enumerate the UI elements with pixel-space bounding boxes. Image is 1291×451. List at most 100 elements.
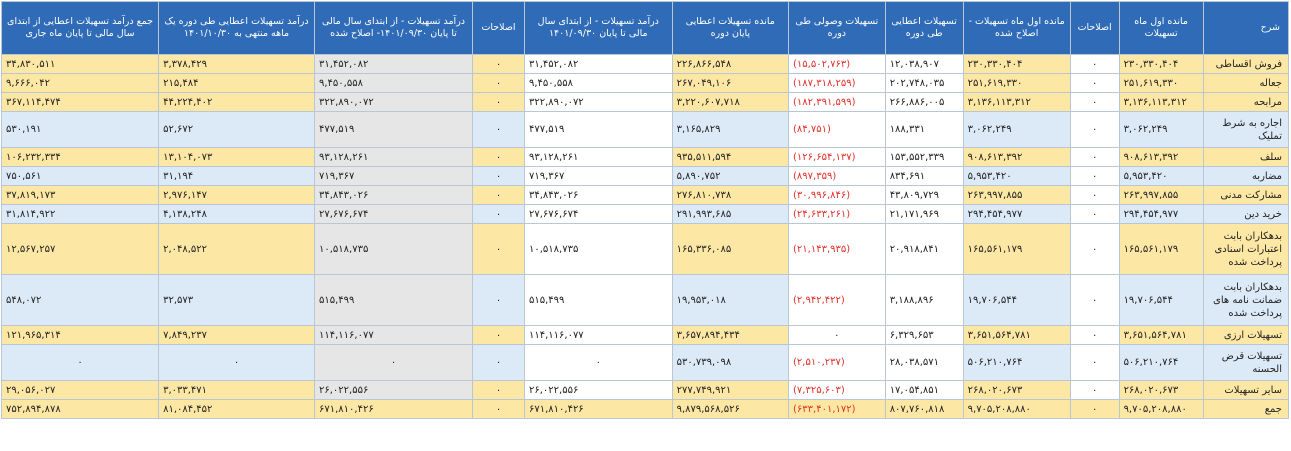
cell-income-ytd-adjusted: ۳۴,۸۴۳,۰۲۶	[313, 185, 474, 205]
table-row: مشارکت مدنی ۲۶۳,۹۹۷,۸۵۵ ۰ ۲۶۳,۹۹۷,۸۵۵ ۴۳,۸۰۹…	[0, 185, 1290, 205]
cell-income-total: ۵۴۸,۰۷۲	[0, 274, 160, 326]
cell-opening-balance: ۹۰۸,۶۱۳,۳۹۲	[1118, 147, 1204, 167]
cell-opening-balance-adjusted: ۵۰۶,۲۱۰,۷۶۴	[962, 344, 1071, 381]
cell-opening-balance-adjusted: ۳,۰۶۲,۲۴۹	[962, 111, 1071, 148]
cell-income-ytd: ۰	[523, 344, 673, 381]
cell-opening-balance: ۵۰۶,۲۱۰,۷۶۴	[1118, 344, 1204, 381]
table-row: تسهیلات قرض الحسنه ۵۰۶,۲۱۰,۷۶۴ ۰ ۵۰۶,۲۱۰,۷۶…	[0, 344, 1290, 381]
cell-collected-during-period: ۰	[788, 325, 886, 345]
cell-income-ytd-adjusted: ۴۷۷,۵۱۹	[313, 111, 474, 148]
cell-income-ytd-adjusted: ۰	[313, 344, 474, 381]
cell-income-adjustments: ۰	[472, 380, 525, 400]
cell-income-total: ۲۹,۰۵۶,۰۲۷	[0, 380, 160, 400]
header-opening-balance: مانده اول ماه تسهیلات	[1118, 1, 1204, 55]
header-row: شرح مانده اول ماه تسهیلات اصلاحات مانده …	[0, 1, 1290, 55]
cell-granted-during-period: ۲۱,۱۷۱,۹۶۹	[884, 204, 964, 224]
cell-opening-balance-adjusted: ۵,۹۵۳,۴۲۰	[962, 166, 1071, 186]
header-income-month: درآمد تسهیلات اعطایی طی دوره یک ماهه منت…	[158, 1, 315, 55]
cell-granted-during-period: ۶,۳۲۹,۶۵۳	[884, 325, 964, 345]
row-description: تسهیلات ارزی	[1202, 325, 1290, 345]
cell-adjustments: ۰	[1069, 147, 1120, 167]
cell-opening-balance-adjusted: ۱۹,۷۰۶,۵۴۴	[962, 274, 1071, 326]
cell-income-total: ۳۶۷,۱۱۴,۴۷۴	[0, 92, 160, 112]
cell-opening-balance: ۱۶۵,۵۶۱,۱۷۹	[1118, 223, 1204, 275]
row-description: فروش اقساطی	[1202, 54, 1290, 74]
cell-income-month: ۳۲,۵۷۳	[158, 274, 315, 326]
cell-granted-during-period: ۱۲,۰۳۸,۹۰۷	[884, 54, 964, 74]
cell-closing-balance: ۹۳۵,۵۱۱,۵۹۴	[671, 147, 790, 167]
row-description: مضاربه	[1202, 166, 1290, 186]
cell-closing-balance: ۲۹۱,۹۹۳,۶۸۵	[671, 204, 790, 224]
cell-income-total: ۷۵۰,۵۶۱	[0, 166, 160, 186]
cell-income-adjustments: ۰	[472, 325, 525, 345]
cell-income-adjustments: ۰	[472, 73, 525, 93]
cell-income-ytd: ۷۱۹,۳۶۷	[523, 166, 673, 186]
cell-income-ytd-adjusted: ۲۷,۶۷۶,۶۷۴	[313, 204, 474, 224]
cell-granted-during-period: ۴۳,۸۰۹,۷۲۹	[884, 185, 964, 205]
cell-closing-balance: ۱۶۵,۳۳۶,۰۸۵	[671, 223, 790, 275]
cell-income-ytd-adjusted: ۳۱,۴۵۲,۰۸۲	[313, 54, 474, 74]
table-row: جعاله ۲۵۱,۶۱۹,۳۳۰ ۰ ۲۵۱,۶۱۹,۳۳۰ ۲۰۲,۷۴۸,۰۳۵(…	[0, 73, 1290, 93]
table-row: بدهکاران بابت ضمانت نامه های پرداخت شده ۱…	[0, 274, 1290, 326]
cell-opening-balance-adjusted: ۱۶۵,۵۶۱,۱۷۹	[962, 223, 1071, 275]
loans-table: شرح مانده اول ماه تسهیلات اصلاحات مانده …	[0, 1, 1290, 419]
cell-collected-during-period: (۱۸۲,۳۹۱,۵۹۹)	[788, 92, 886, 112]
row-description: خرید دین	[1202, 204, 1290, 224]
cell-income-ytd: ۳۴,۸۴۳,۰۲۶	[523, 185, 673, 205]
cell-opening-balance-adjusted: ۳,۶۵۱,۵۶۴,۷۸۱	[962, 325, 1071, 345]
cell-income-adjustments: ۰	[472, 54, 525, 74]
cell-opening-balance: ۹,۷۰۵,۲۰۸,۸۸۰	[1118, 399, 1204, 419]
cell-granted-during-period: ۲۰۲,۷۴۸,۰۳۵	[884, 73, 964, 93]
table-row: مضاربه ۵,۹۵۳,۴۲۰ ۰ ۵,۹۵۳,۴۲۰ ۸۳۴,۶۹۱ (۸۹۷,۳۵۹…	[0, 166, 1290, 186]
cell-granted-during-period: ۱۸۸,۳۳۱	[884, 111, 964, 148]
cell-collected-during-period: (۸۴,۷۵۱)	[788, 111, 886, 148]
cell-income-total: ۳۷,۸۱۹,۱۷۳	[0, 185, 160, 205]
cell-opening-balance: ۳,۶۵۱,۵۶۴,۷۸۱	[1118, 325, 1204, 345]
table-row: سایر تسهیلات ۲۶۸,۰۲۰,۶۷۳ ۰ ۲۶۸,۰۲۰,۶۷۳ ۱۷,۰۵…	[0, 380, 1290, 400]
cell-income-month: ۳,۳۷۸,۴۲۹	[158, 54, 315, 74]
cell-income-total: ۱۲۱,۹۶۵,۳۱۴	[0, 325, 160, 345]
cell-income-ytd: ۱۱۴,۱۱۶,۰۷۷	[523, 325, 673, 345]
cell-income-total: ۵۳۰,۱۹۱	[0, 111, 160, 148]
cell-income-adjustments: ۰	[472, 111, 525, 148]
cell-income-ytd-adjusted: ۱۰,۵۱۸,۷۳۵	[313, 223, 474, 275]
cell-granted-during-period: ۲۶۶,۸۸۶,۰۰۵	[884, 92, 964, 112]
cell-collected-during-period: (۶۳۳,۴۰۱,۱۷۲)	[788, 399, 886, 419]
cell-opening-balance: ۲۵۱,۶۱۹,۳۳۰	[1118, 73, 1204, 93]
cell-opening-balance: ۱۹,۷۰۶,۵۴۴	[1118, 274, 1204, 326]
cell-opening-balance: ۲۳۰,۳۳۰,۴۰۴	[1118, 54, 1204, 74]
table-row: اجاره به شرط تملیک ۳,۰۶۲,۲۴۹ ۰ ۳,۰۶۲,۲۴۹ ۱۸۸…	[0, 111, 1290, 148]
cell-income-total: ۱۲,۵۶۷,۲۵۷	[0, 223, 160, 275]
cell-granted-during-period: ۸۰۷,۷۶۰,۸۱۸	[884, 399, 964, 419]
cell-closing-balance: ۲۷۶,۸۱۰,۷۳۸	[671, 185, 790, 205]
cell-income-ytd-adjusted: ۹,۴۵۰,۵۵۸	[313, 73, 474, 93]
row-description: اجاره به شرط تملیک	[1202, 111, 1290, 148]
row-description: بدهکاران بابت اعتبارات اسنادی پرداخت شده	[1202, 223, 1290, 275]
cell-adjustments: ۰	[1069, 223, 1120, 275]
cell-granted-during-period: ۳,۱۸۸,۸۹۶	[884, 274, 964, 326]
cell-adjustments: ۰	[1069, 344, 1120, 381]
cell-income-ytd: ۹,۴۵۰,۵۵۸	[523, 73, 673, 93]
cell-income-ytd-adjusted: ۹۳,۱۲۸,۲۶۱	[313, 147, 474, 167]
row-description: جمع	[1202, 399, 1290, 419]
cell-closing-balance: ۳,۶۵۷,۸۹۴,۴۳۴	[671, 325, 790, 345]
cell-income-ytd-adjusted: ۱۱۴,۱۱۶,۰۷۷	[313, 325, 474, 345]
cell-income-month: ۳,۰۳۳,۴۷۱	[158, 380, 315, 400]
cell-collected-during-period: (۳۰,۹۹۶,۸۴۶)	[788, 185, 886, 205]
cell-opening-balance-adjusted: ۹۰۸,۶۱۳,۳۹۲	[962, 147, 1071, 167]
cell-income-ytd: ۳۱,۴۵۲,۰۸۲	[523, 54, 673, 74]
cell-income-ytd: ۲۶,۰۲۲,۵۵۶	[523, 380, 673, 400]
cell-opening-balance: ۲۶۳,۹۹۷,۸۵۵	[1118, 185, 1204, 205]
cell-opening-balance-adjusted: ۲۳۰,۳۳۰,۴۰۴	[962, 54, 1071, 74]
cell-income-month: ۲,۰۴۸,۵۲۲	[158, 223, 315, 275]
cell-income-adjustments: ۰	[472, 223, 525, 275]
cell-collected-during-period: (۱۸۷,۳۱۸,۲۵۹)	[788, 73, 886, 93]
cell-opening-balance: ۳,۰۶۲,۲۴۹	[1118, 111, 1204, 148]
cell-income-ytd: ۶۷۱,۸۱۰,۴۲۶	[523, 399, 673, 419]
cell-income-ytd-adjusted: ۶۷۱,۸۱۰,۴۲۶	[313, 399, 474, 419]
cell-opening-balance: ۲۹۴,۴۵۴,۹۷۷	[1118, 204, 1204, 224]
cell-adjustments: ۰	[1069, 204, 1120, 224]
cell-collected-during-period: (۲۴,۶۳۳,۲۶۱)	[788, 204, 886, 224]
cell-income-adjustments: ۰	[472, 274, 525, 326]
cell-collected-during-period: (۲,۵۱۰,۲۳۷)	[788, 344, 886, 381]
